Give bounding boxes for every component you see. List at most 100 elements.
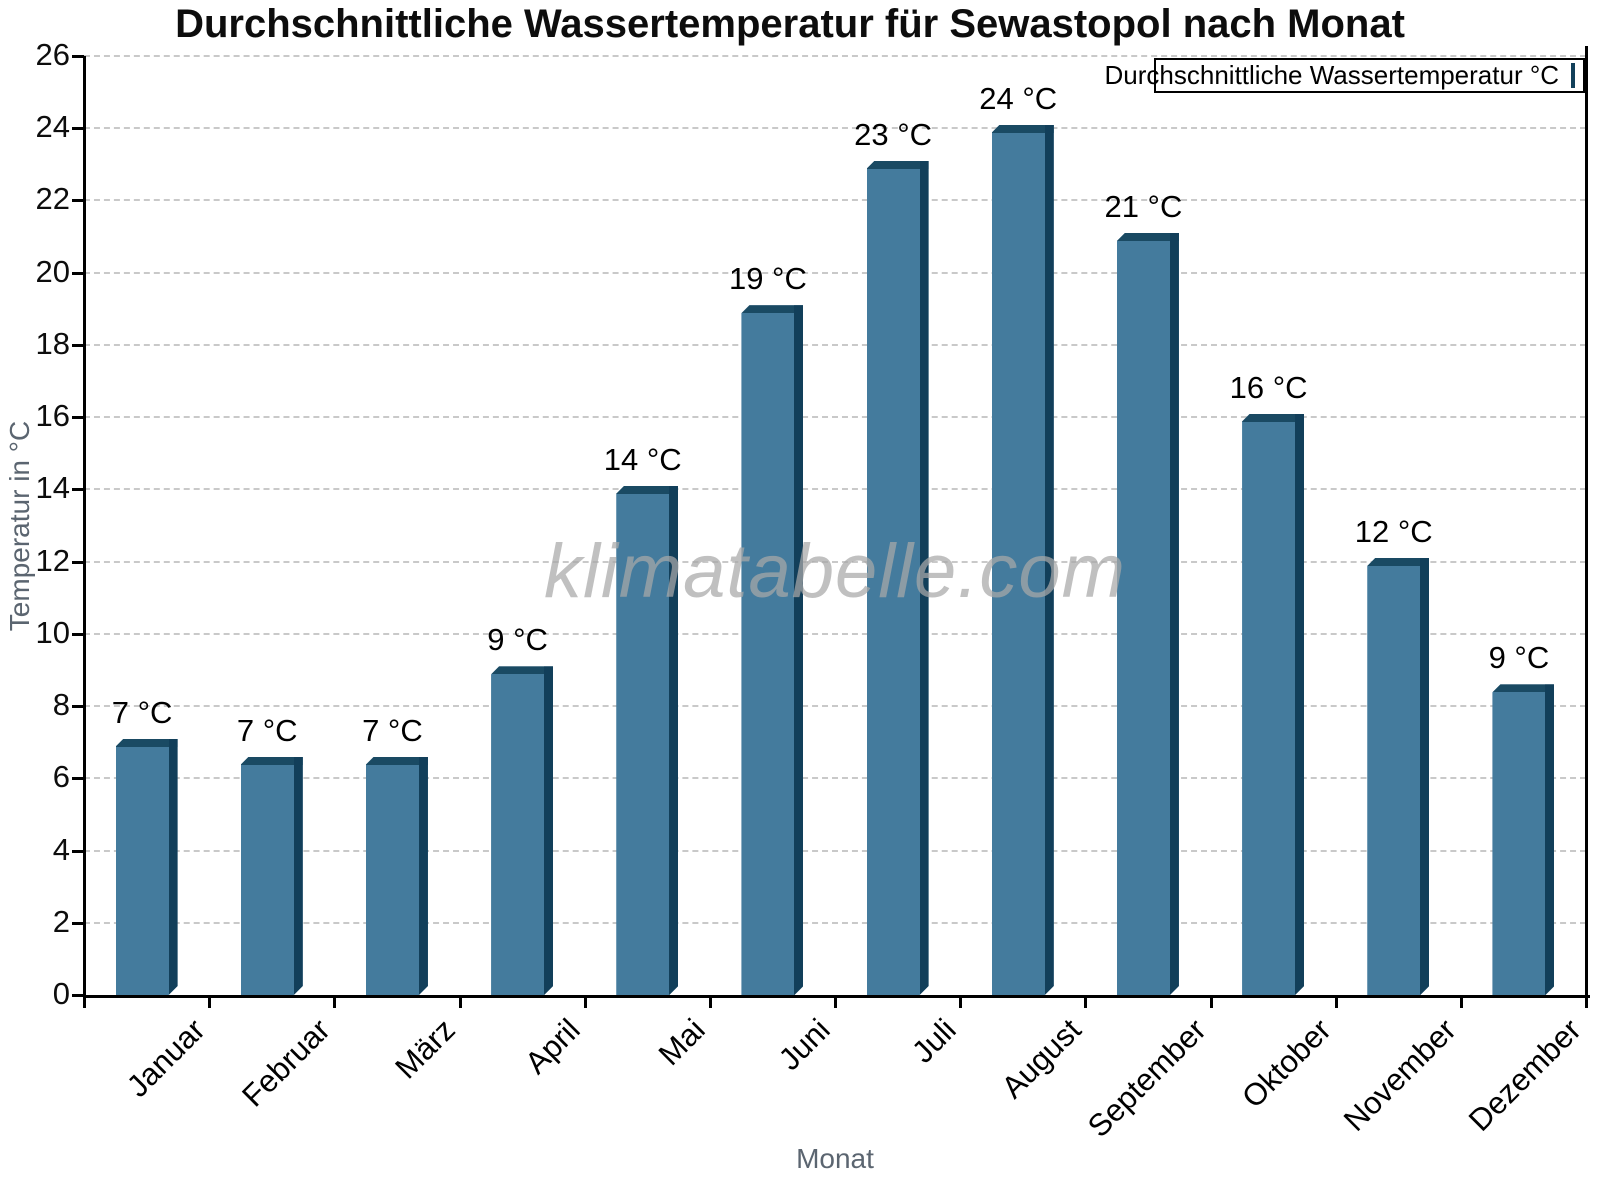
- bar-side-face: [544, 666, 553, 995]
- y-axis-tick: [72, 560, 84, 564]
- y-axis-tick: [72, 127, 84, 131]
- bar-top-face: [1117, 233, 1179, 241]
- bar-top-face: [1367, 558, 1429, 566]
- x-axis-tick: [583, 995, 587, 1008]
- bar-dezember: [1492, 684, 1554, 995]
- bar-value-label-mai: 14 °C: [603, 441, 682, 477]
- bar-side-face: [1420, 558, 1429, 995]
- y-axis-tick-label: 24: [35, 109, 70, 145]
- bar-top-face: [241, 757, 303, 765]
- gridline: [84, 343, 1586, 346]
- y-axis-tick: [72, 705, 84, 709]
- bar-value-label-juli: 23 °C: [854, 116, 933, 152]
- gridline: [84, 632, 1586, 635]
- x-axis-tick: [1459, 995, 1463, 1008]
- gridline: [84, 560, 1586, 563]
- x-axis-tick: [1585, 995, 1588, 1008]
- bar-value-label-juni: 19 °C: [728, 261, 807, 297]
- y-axis-tick-label: 14: [35, 470, 70, 506]
- legend: Durchschnittliche Wassertemperatur °C: [1105, 58, 1585, 93]
- y-axis-tick-label: 8: [52, 687, 70, 723]
- gridline: [84, 271, 1586, 274]
- gridline: [84, 705, 1586, 708]
- bar-februar: [241, 757, 303, 995]
- y-axis-tick: [72, 921, 84, 925]
- y-axis-tick: [72, 849, 84, 853]
- bar-april: [491, 666, 553, 995]
- plot-right-border: [1585, 46, 1588, 995]
- y-axis-tick-label: 22: [35, 181, 70, 217]
- bar-side-face: [1170, 233, 1179, 995]
- bar-top-face: [366, 757, 428, 765]
- bar-side-face: [1545, 684, 1554, 995]
- legend-label: Durchschnittliche Wassertemperatur °C: [1104, 60, 1559, 90]
- y-axis-tick: [72, 416, 84, 420]
- bar-value-label-oktober: 16 °C: [1229, 369, 1308, 405]
- bar-september: [1117, 233, 1179, 995]
- x-axis-tick: [458, 995, 462, 1008]
- bar-side-face: [1295, 414, 1304, 995]
- bar-side-face: [669, 486, 678, 995]
- gridline: [84, 921, 1586, 924]
- x-axis-tick: [1084, 995, 1088, 1008]
- x-axis-tick: [834, 995, 837, 1008]
- gridline: [84, 849, 1586, 852]
- bar-august: [992, 125, 1054, 995]
- bar-januar: [116, 739, 178, 995]
- bar-oktober: [1242, 414, 1304, 995]
- gridline: [84, 416, 1586, 419]
- x-axis-tick: [1334, 995, 1338, 1008]
- bar-marz: [366, 757, 428, 995]
- y-axis-tick-label: 26: [35, 37, 70, 72]
- x-axis-tick: [83, 995, 86, 1008]
- y-axis-tick: [72, 777, 84, 781]
- gridline: [84, 127, 1586, 130]
- bar-value-label-februar: 7 °C: [236, 712, 298, 748]
- y-axis-tick-label: 4: [52, 831, 70, 867]
- bar-juli: [867, 161, 929, 995]
- y-axis-tick-label: 18: [35, 325, 70, 361]
- bar-value-label-november: 12 °C: [1354, 514, 1433, 549]
- bar-juni: [741, 305, 803, 995]
- y-axis-tick: [72, 632, 84, 636]
- bar-side-face: [920, 161, 929, 995]
- bar-side-face: [419, 757, 428, 995]
- bar-november: [1367, 558, 1429, 995]
- bar-value-label-april: 9 °C: [487, 622, 548, 658]
- bar-top-face: [1242, 414, 1304, 422]
- y-axis-tick: [72, 994, 84, 997]
- gridline: [84, 777, 1586, 780]
- gridline: [84, 55, 1586, 57]
- y-axis-tick-label: 20: [35, 253, 70, 289]
- bar-side-face: [294, 757, 303, 995]
- y-axis-tick: [72, 343, 84, 347]
- bar-top-face: [491, 666, 553, 674]
- x-axis-tick: [333, 995, 337, 1008]
- y-axis-tick-label: 12: [35, 542, 70, 578]
- x-axis-title: Monat: [796, 1143, 874, 1174]
- bar-top-face: [741, 305, 803, 313]
- x-axis-tick: [708, 995, 712, 1008]
- bar-side-face: [794, 305, 803, 995]
- y-axis-tick-label: 16: [35, 398, 70, 434]
- bar-side-face: [1045, 125, 1054, 995]
- y-axis-tick-label: 6: [52, 759, 70, 795]
- bar-value-label-september: 21 °C: [1104, 188, 1183, 224]
- bar-top-face: [992, 125, 1054, 133]
- bar-top-face: [867, 161, 929, 169]
- x-axis-tick: [1209, 995, 1213, 1008]
- y-axis-tick-label: 0: [52, 976, 70, 1011]
- y-axis-line: [83, 56, 86, 995]
- bar-side-face: [169, 739, 178, 995]
- y-axis-tick: [72, 199, 84, 203]
- legend-swatch-icon: [1571, 63, 1575, 88]
- bar-top-face: [1492, 684, 1554, 692]
- gridline: [84, 488, 1586, 491]
- x-axis-tick: [208, 995, 212, 1008]
- bar-value-label-marz: 7 °C: [362, 712, 423, 748]
- bar-mai: [616, 486, 678, 995]
- bar-value-label-januar: 7 °C: [111, 694, 173, 730]
- chart-title: Durchschnittliche Wassertemperatur für S…: [175, 2, 1405, 46]
- x-axis-tick: [959, 995, 963, 1008]
